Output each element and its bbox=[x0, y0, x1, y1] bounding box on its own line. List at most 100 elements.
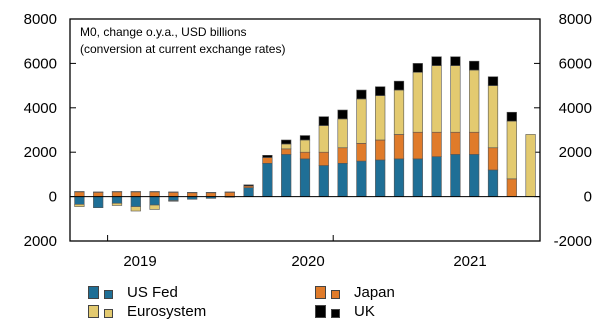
bar-eurosystem bbox=[450, 65, 461, 133]
y-tick-label-left: 0 bbox=[49, 189, 57, 206]
plot-area-frame bbox=[69, 18, 541, 242]
annotation-line-1: M0, change o.y.a., USD billions bbox=[80, 25, 247, 39]
y-tick-label-right: -2000 bbox=[554, 233, 592, 250]
bar-japan bbox=[93, 191, 104, 197]
bar-us-fed bbox=[111, 196, 123, 204]
bar-japan bbox=[281, 148, 292, 155]
bar-us-fed bbox=[431, 156, 442, 197]
bar-uk bbox=[450, 56, 461, 66]
bar-japan bbox=[318, 151, 329, 166]
bar-eurosystem bbox=[525, 134, 536, 197]
bar-uk bbox=[149, 191, 160, 193]
bar-us-fed bbox=[450, 154, 461, 197]
bar-japan bbox=[469, 131, 480, 155]
bar-uk bbox=[487, 76, 499, 86]
bar-japan bbox=[412, 131, 423, 160]
bar-eurosystem bbox=[356, 98, 367, 144]
bar-eurosystem bbox=[74, 204, 85, 207]
bar-uk bbox=[111, 191, 123, 193]
bar-uk bbox=[469, 60, 480, 71]
bar-us-fed bbox=[299, 158, 311, 197]
y-tick-label-right: 8000 bbox=[559, 11, 592, 28]
bar-eurosystem bbox=[337, 118, 348, 149]
bar-us-fed bbox=[318, 165, 329, 197]
bar-japan bbox=[337, 147, 348, 164]
bar-uk bbox=[412, 63, 423, 73]
y-tick-label-left: 6000 bbox=[24, 55, 57, 72]
bar-us-fed bbox=[356, 160, 367, 197]
bar-japan bbox=[130, 191, 141, 197]
bar-eurosystem bbox=[168, 200, 179, 202]
bar-eurosystem bbox=[375, 95, 386, 141]
y-tick-label-right: 2000 bbox=[559, 144, 592, 161]
bar-us-fed bbox=[130, 196, 141, 207]
bar-uk bbox=[74, 191, 85, 193]
bar-uk bbox=[506, 111, 517, 122]
bar-japan bbox=[187, 192, 198, 197]
bar-us-fed bbox=[93, 196, 104, 209]
bar-japan bbox=[149, 191, 160, 197]
y-tick-label-right: 4000 bbox=[559, 100, 592, 117]
bar-uk bbox=[205, 192, 217, 194]
bar-japan bbox=[262, 157, 273, 164]
bar-uk bbox=[356, 89, 367, 100]
bar-us-fed bbox=[243, 187, 254, 197]
bar-eurosystem bbox=[318, 125, 329, 153]
bar-uk bbox=[318, 116, 329, 126]
x-tick-label: 2021 bbox=[453, 253, 486, 270]
bar-eurosystem bbox=[111, 202, 123, 206]
bar-eurosystem bbox=[130, 206, 141, 212]
bar-japan bbox=[205, 192, 217, 197]
bar-japan bbox=[375, 139, 386, 161]
bar-eurosystem bbox=[149, 204, 160, 210]
bar-uk bbox=[337, 109, 348, 120]
bar-japan bbox=[168, 191, 179, 197]
y-tick-label-left: 2000 bbox=[24, 144, 57, 161]
bar-us-fed bbox=[149, 196, 160, 206]
bar-us-fed bbox=[74, 196, 85, 205]
x-tick-label: 2020 bbox=[291, 253, 324, 270]
bar-us-fed bbox=[281, 154, 292, 197]
bar-us-fed bbox=[412, 158, 423, 197]
y-tick-label-right: 0 bbox=[584, 189, 592, 206]
annotation-line-2: (conversion at current exchange rates) bbox=[80, 42, 285, 56]
bar-uk bbox=[431, 56, 442, 66]
bar-us-fed bbox=[262, 163, 273, 197]
bar-japan bbox=[224, 191, 235, 197]
bar-japan bbox=[393, 134, 405, 160]
bar-eurosystem bbox=[469, 69, 480, 133]
y-tick-label-right: 6000 bbox=[559, 55, 592, 72]
bar-japan bbox=[111, 191, 123, 197]
bar-eurosystem bbox=[506, 120, 517, 180]
bar-uk bbox=[168, 191, 179, 193]
bar-us-fed bbox=[393, 158, 405, 197]
bar-uk bbox=[393, 80, 405, 91]
bar-us-fed bbox=[469, 154, 480, 197]
y-tick-label-left: 4000 bbox=[24, 100, 57, 117]
y-tick-label-left: 2000 bbox=[24, 233, 57, 250]
bar-japan bbox=[74, 191, 85, 197]
bar-uk bbox=[262, 155, 273, 158]
bar-eurosystem bbox=[431, 65, 442, 133]
x-tick-label: 2019 bbox=[123, 253, 156, 270]
bar-uk bbox=[93, 191, 104, 193]
bar-uk bbox=[243, 184, 254, 187]
bar-japan bbox=[487, 147, 499, 171]
bar-japan bbox=[431, 131, 442, 157]
bar-us-fed bbox=[487, 169, 499, 197]
bar-uk bbox=[187, 192, 198, 194]
bar-eurosystem bbox=[281, 143, 292, 150]
bar-japan bbox=[299, 151, 311, 160]
bar-japan bbox=[356, 143, 367, 162]
bar-us-fed bbox=[375, 159, 386, 197]
bar-eurosystem bbox=[393, 89, 405, 135]
y-tick-label-left: 8000 bbox=[24, 11, 57, 28]
bar-japan bbox=[506, 178, 517, 197]
bar-eurosystem bbox=[487, 85, 499, 149]
bar-eurosystem bbox=[299, 139, 311, 153]
bar-uk bbox=[299, 135, 311, 141]
bar-eurosystem bbox=[412, 71, 423, 133]
bar-uk bbox=[224, 191, 235, 193]
bar-uk bbox=[375, 86, 386, 96]
